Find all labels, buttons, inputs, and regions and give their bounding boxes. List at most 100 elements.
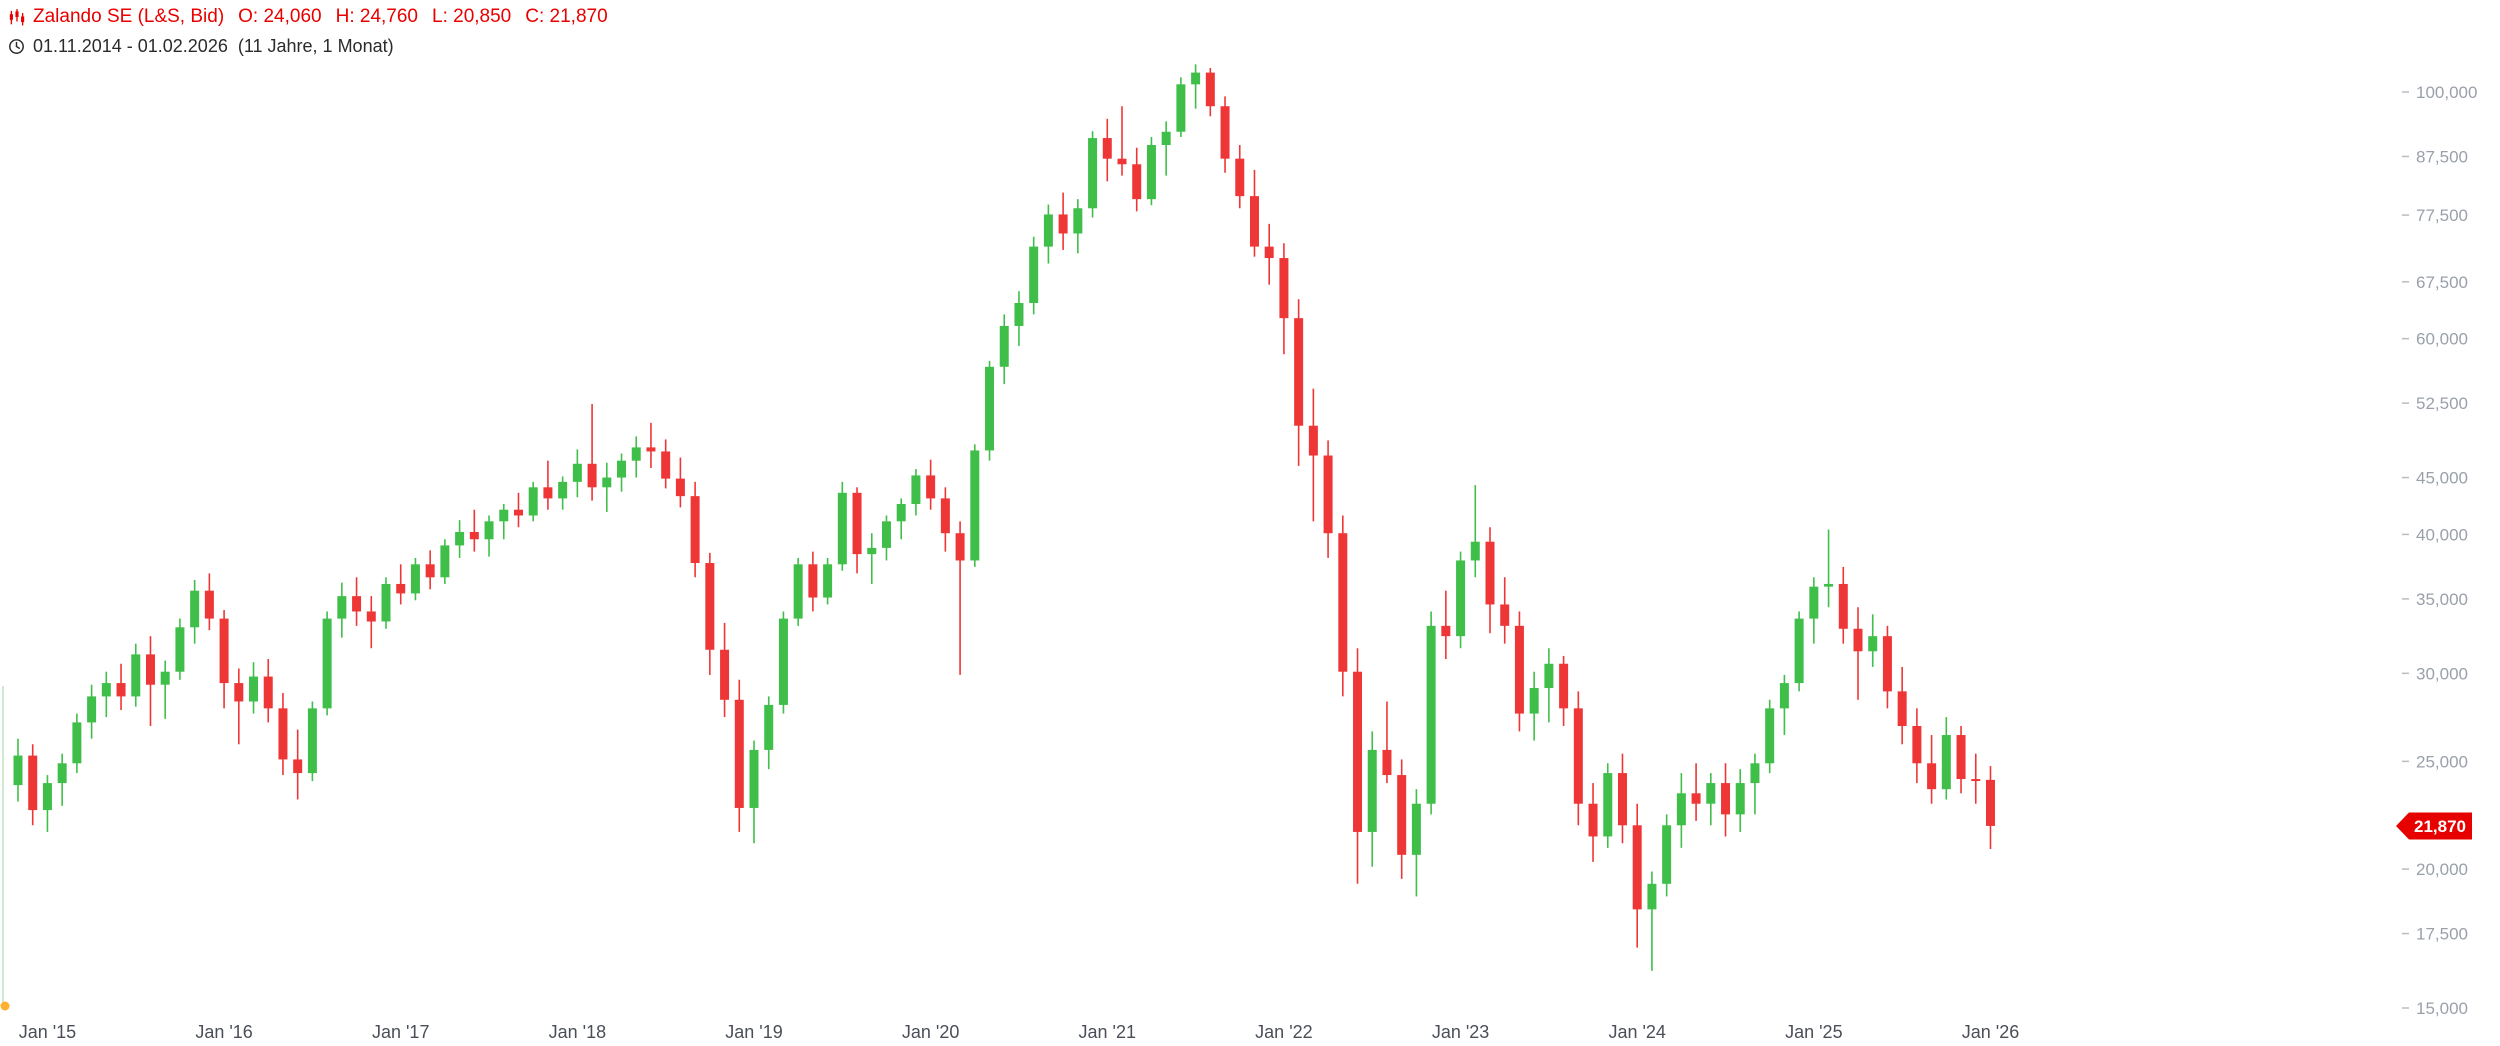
candle-body bbox=[661, 451, 671, 479]
candle-body bbox=[1264, 246, 1274, 259]
candle-body bbox=[823, 564, 833, 598]
last-price-tag: 21,870 bbox=[2396, 812, 2472, 840]
candle-body bbox=[1632, 825, 1642, 910]
candle-body bbox=[793, 564, 803, 619]
price-tick-label: 100,000 bbox=[2416, 83, 2477, 102]
candle-body bbox=[955, 533, 965, 561]
candle-body bbox=[1485, 541, 1495, 605]
candle-body bbox=[396, 583, 406, 594]
candle-body bbox=[808, 564, 818, 598]
candle-body bbox=[1470, 541, 1480, 561]
candle-body bbox=[1735, 783, 1745, 815]
date-range-text: 01.11.2014 - 01.02.2026 bbox=[33, 36, 228, 56]
price-tick-label: 40,000 bbox=[2416, 525, 2468, 544]
last-price-tag-shape bbox=[2396, 812, 2472, 840]
candle-body bbox=[1662, 825, 1672, 884]
candlestick-icon bbox=[8, 8, 26, 26]
time-tick-label: Jan '22 bbox=[1255, 1022, 1312, 1042]
candle-body bbox=[1161, 131, 1171, 146]
candle-body bbox=[1706, 783, 1716, 804]
candle-body bbox=[1308, 425, 1318, 456]
candle-body bbox=[1397, 775, 1407, 855]
time-tick-label: Jan '23 bbox=[1432, 1022, 1489, 1042]
price-tick-label: 77,500 bbox=[2416, 206, 2468, 225]
candle-body bbox=[543, 487, 553, 499]
candle-body bbox=[1014, 302, 1024, 326]
candle-body bbox=[1500, 604, 1510, 626]
candle-body bbox=[911, 475, 921, 505]
price-tick-label: 45,000 bbox=[2416, 469, 2468, 488]
candle-body bbox=[1043, 214, 1053, 247]
candle-body bbox=[469, 532, 479, 540]
candle-body bbox=[1971, 779, 1981, 782]
candle-body bbox=[440, 545, 450, 578]
candle-body bbox=[13, 755, 23, 786]
candle-body bbox=[1824, 583, 1834, 587]
time-tick-label: Jan '26 bbox=[1962, 1022, 2019, 1042]
date-range: 01.11.2014 - 01.02.2026 (11 Jahre, 1 Mon… bbox=[8, 35, 608, 58]
time-tick-label: Jan '24 bbox=[1608, 1022, 1665, 1042]
time-tick-label: Jan '18 bbox=[549, 1022, 606, 1042]
candle-body bbox=[1765, 708, 1775, 764]
candle-body bbox=[28, 755, 38, 811]
clock-icon bbox=[8, 38, 25, 55]
candle-body bbox=[366, 611, 376, 622]
candle-body bbox=[1544, 663, 1554, 689]
candle-body bbox=[970, 450, 980, 561]
candle-body bbox=[749, 749, 759, 808]
candle-body bbox=[293, 759, 303, 774]
candle-body bbox=[690, 496, 700, 564]
price-tick-label: 17,500 bbox=[2416, 925, 2468, 944]
price-tick-label: 52,500 bbox=[2416, 394, 2468, 413]
price-tick-label: 67,500 bbox=[2416, 273, 2468, 292]
candle-body bbox=[337, 596, 347, 619]
candle-body bbox=[160, 671, 170, 685]
candle-body bbox=[1353, 671, 1363, 832]
candle-body bbox=[1573, 708, 1583, 804]
candle-body bbox=[1838, 583, 1848, 629]
candle-body bbox=[1411, 803, 1421, 855]
candle-body bbox=[646, 447, 656, 452]
time-tick-label: Jan '25 bbox=[1785, 1022, 1842, 1042]
candle-body bbox=[572, 463, 582, 482]
candle-body bbox=[307, 708, 317, 774]
candle-body bbox=[219, 618, 229, 684]
price-tick-label: 15,000 bbox=[2416, 999, 2468, 1018]
candle-body bbox=[1588, 803, 1598, 837]
candle-body bbox=[1721, 783, 1731, 815]
candle-body bbox=[484, 521, 494, 540]
last-price-label: 21,870 bbox=[2414, 817, 2466, 836]
price-axis[interactable]: 100,000 87,500 77,500 67,500 60,000 52,500 45,… bbox=[2402, 83, 2477, 1018]
candle-body bbox=[617, 460, 627, 478]
candle-body bbox=[1220, 106, 1230, 159]
candle-body bbox=[940, 498, 950, 534]
candle-body bbox=[1809, 586, 1819, 619]
candle-body bbox=[1279, 258, 1289, 319]
candle-body bbox=[1088, 138, 1098, 209]
candle-body bbox=[528, 487, 538, 516]
ohlc-close: C: 21,870 bbox=[525, 6, 608, 27]
price-tick-label: 30,000 bbox=[2416, 664, 2468, 683]
candle-body bbox=[131, 654, 141, 697]
candle-body bbox=[705, 563, 715, 650]
candle-body bbox=[985, 366, 995, 451]
candle-body bbox=[513, 509, 523, 516]
candle-body bbox=[116, 683, 126, 697]
candle-body bbox=[1191, 72, 1201, 85]
candle-body bbox=[1882, 636, 1892, 692]
candle-body bbox=[675, 478, 685, 497]
candle-body bbox=[1058, 214, 1068, 234]
time-tick-label: Jan '16 bbox=[195, 1022, 252, 1042]
candle-body bbox=[1102, 138, 1112, 159]
instrument-legend[interactable]: Zalando SE (L&S, Bid) O: 24,060 H: 24,76… bbox=[8, 5, 608, 29]
candle-body bbox=[881, 521, 891, 548]
candle-body bbox=[352, 596, 362, 612]
candle-body bbox=[837, 492, 847, 565]
time-axis[interactable]: Jan '15 Jan '16 Jan '17 Jan '18 Jan '19 Jan '… bbox=[19, 1022, 2020, 1042]
candle-body bbox=[1603, 773, 1613, 837]
time-tick-label: Jan '17 bbox=[372, 1022, 429, 1042]
candle-body bbox=[1249, 196, 1259, 247]
candle-body bbox=[234, 683, 244, 702]
